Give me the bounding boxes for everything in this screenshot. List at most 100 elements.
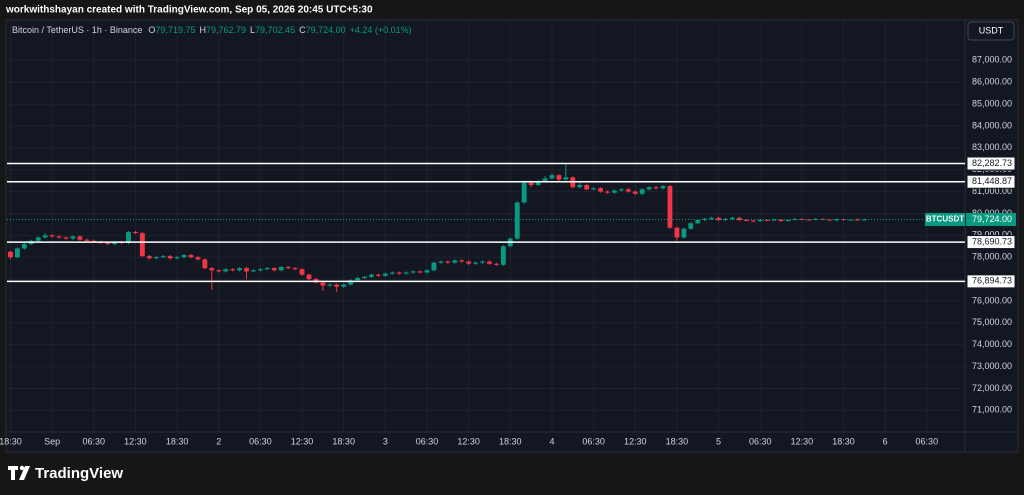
candle-body <box>556 175 562 180</box>
candle-body <box>584 185 590 190</box>
candle-body <box>459 260 465 262</box>
candle-body <box>500 246 506 265</box>
candle-body <box>403 272 409 274</box>
y-tick-label: 74,000.00 <box>972 339 1012 349</box>
x-tick-label: 12:30 <box>291 436 314 446</box>
x-tick-label: 4 <box>549 436 554 446</box>
candle-body <box>389 272 395 274</box>
y-tick-label: 87,000.00 <box>972 55 1012 65</box>
x-tick-label: 06:30 <box>83 436 106 446</box>
candle-body <box>598 188 603 192</box>
candle-body <box>112 241 118 245</box>
candle-body <box>487 261 492 264</box>
candle-body <box>223 269 229 272</box>
change: +4.24 (+0.01%) <box>350 25 412 35</box>
y-tick-label: 83,000.00 <box>972 142 1012 152</box>
ohlc-key: H <box>199 25 206 35</box>
candle-body <box>264 268 270 270</box>
candle-body <box>834 219 840 221</box>
candle-body <box>688 223 694 229</box>
candle-body <box>445 261 451 263</box>
candle-body <box>209 268 215 271</box>
candle-body <box>237 268 242 271</box>
candle-body <box>438 261 444 263</box>
candle-body <box>820 218 826 220</box>
candle-body <box>341 284 347 287</box>
candle-body <box>528 182 534 185</box>
candle-body <box>369 274 374 277</box>
level-label-box <box>966 274 1016 289</box>
x-tick-label: 06:30 <box>249 436 272 446</box>
y-tick-label: 79,000.00 <box>972 230 1012 240</box>
x-tick-label: 06:30 <box>916 436 939 446</box>
y-tick-label: 84,000.00 <box>972 120 1012 130</box>
brand-logo <box>8 465 30 480</box>
candle-body <box>56 236 62 238</box>
brand: TradingView <box>35 465 123 482</box>
candle-body <box>591 188 597 190</box>
candle-body <box>285 267 291 269</box>
candle-body <box>646 187 652 190</box>
x-tick-label: 12:30 <box>124 436 147 446</box>
candle-body <box>396 272 402 274</box>
candle-body <box>813 218 819 220</box>
candle-body <box>160 256 166 258</box>
candle-body <box>841 219 846 221</box>
y-tick-label: 76,000.00 <box>972 295 1012 305</box>
x-tick-label: 06:30 <box>416 436 439 446</box>
candle-body <box>549 175 555 179</box>
candle-body <box>625 189 631 192</box>
candle-body <box>854 219 860 221</box>
candle-body <box>764 220 770 221</box>
candle-body <box>466 261 472 264</box>
candle-body <box>230 269 236 271</box>
y-tick-label: 86,000.00 <box>972 77 1012 87</box>
y-tick-label: 81,000.00 <box>972 186 1012 196</box>
candle-body <box>299 269 305 275</box>
last-price-box <box>966 212 1016 226</box>
candle-body <box>195 257 201 260</box>
candle-body <box>292 268 298 270</box>
candle-body <box>348 280 354 285</box>
y-tick-label: 72,000.00 <box>972 383 1012 393</box>
candle-body <box>452 260 458 263</box>
candle-body <box>660 186 666 189</box>
overlay: BTCUSDT 79,724.00 82,282.73 81,448.87 78,690… <box>7 156 1016 289</box>
candles <box>8 164 867 293</box>
candle-body <box>563 177 569 180</box>
candle-body <box>417 271 423 273</box>
x-tick-label: 18:30 <box>832 436 855 446</box>
candle-body <box>362 276 367 278</box>
candle-body <box>8 251 13 258</box>
candle-body <box>278 267 284 271</box>
currency-box[interactable] <box>967 21 1015 41</box>
candle-body <box>792 218 798 220</box>
candle-body <box>14 248 20 258</box>
x-tick-label: 12:30 <box>791 436 814 446</box>
ohlc-value: 79,762.79 <box>206 25 246 35</box>
x-tick-label: 18:30 <box>332 436 355 446</box>
candle-body <box>695 220 701 224</box>
logo-part <box>8 466 18 480</box>
candle-body <box>736 217 742 220</box>
candle-body <box>181 255 187 258</box>
candle-body <box>431 262 437 271</box>
candle-body <box>42 235 48 238</box>
level-label-box <box>966 174 1016 189</box>
caption: workwithshayan created with TradingView.… <box>5 5 373 16</box>
level-label: 82,282.73 <box>972 158 1012 168</box>
candle-body <box>63 237 69 239</box>
x-tick-label: 18:30 <box>666 436 689 446</box>
candle-body <box>146 256 152 259</box>
candle-body <box>153 257 159 259</box>
candle-body <box>251 270 256 272</box>
y-tick-label: 78,000.00 <box>972 252 1012 262</box>
x-tick-label: 06:30 <box>582 436 605 446</box>
candle-body <box>806 219 812 221</box>
last-price-label: 79,724.00 <box>972 214 1012 224</box>
currency[interactable]: USDT <box>979 25 1004 35</box>
level-label-box <box>966 235 1016 250</box>
candle-body <box>257 269 263 271</box>
